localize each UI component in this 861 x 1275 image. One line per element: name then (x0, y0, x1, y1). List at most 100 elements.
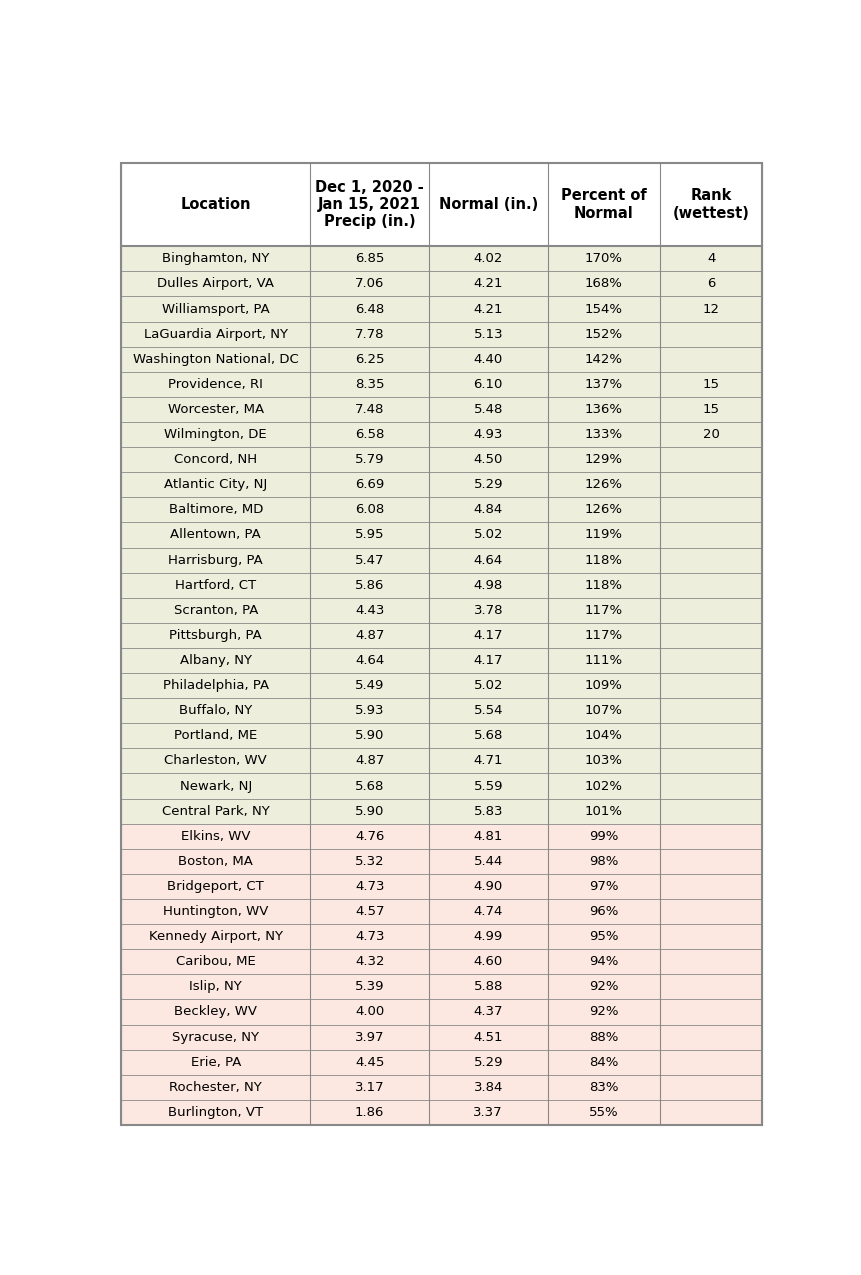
Text: Bridgeport, CT: Bridgeport, CT (167, 880, 263, 892)
Bar (659, 422, 761, 448)
Text: 5.88: 5.88 (473, 980, 502, 993)
Bar (659, 448, 761, 472)
Text: Philadelphia, PA: Philadelphia, PA (163, 680, 269, 692)
Text: 6.85: 6.85 (355, 252, 384, 265)
Bar (310, 924, 429, 949)
Bar (429, 347, 547, 372)
Text: Wilmington, DE: Wilmington, DE (164, 428, 267, 441)
Bar (310, 974, 429, 1000)
Bar (429, 372, 547, 397)
Text: Rochester, NY: Rochester, NY (169, 1081, 262, 1094)
Bar (429, 974, 547, 1000)
Text: Syracuse, NY: Syracuse, NY (172, 1030, 259, 1043)
Text: Burlington, VT: Burlington, VT (168, 1105, 263, 1119)
Bar (121, 798, 310, 824)
Text: 136%: 136% (584, 403, 622, 416)
Bar (310, 1075, 429, 1100)
Bar (121, 297, 310, 321)
Bar (121, 723, 310, 748)
Bar (121, 873, 310, 899)
Bar (310, 422, 429, 448)
Text: 168%: 168% (584, 278, 622, 291)
Bar (659, 246, 761, 272)
Bar (547, 949, 659, 974)
Bar (429, 321, 547, 347)
Bar (547, 397, 659, 422)
Text: 92%: 92% (588, 1006, 617, 1019)
Bar (429, 723, 547, 748)
Bar (659, 774, 761, 798)
Text: Dec 1, 2020 -
Jan 15, 2021
Precip (in.): Dec 1, 2020 - Jan 15, 2021 Precip (in.) (315, 180, 424, 230)
Text: 5.29: 5.29 (473, 478, 503, 491)
Text: 119%: 119% (584, 528, 622, 542)
Bar (121, 899, 310, 924)
Text: 4.87: 4.87 (355, 755, 384, 768)
Bar (659, 623, 761, 648)
Text: Kennedy Airport, NY: Kennedy Airport, NY (149, 931, 282, 944)
Text: 4.21: 4.21 (473, 302, 503, 315)
Text: 111%: 111% (584, 654, 622, 667)
Text: Providence, RI: Providence, RI (168, 377, 263, 391)
Text: Elkins, WV: Elkins, WV (181, 830, 251, 843)
Text: 83%: 83% (588, 1081, 617, 1094)
Text: 5.02: 5.02 (473, 680, 503, 692)
Text: Allentown, PA: Allentown, PA (170, 528, 261, 542)
Bar (121, 699, 310, 723)
Bar (121, 246, 310, 272)
Bar (310, 873, 429, 899)
Bar (659, 1100, 761, 1125)
Bar (121, 472, 310, 497)
Text: 4.51: 4.51 (473, 1030, 503, 1043)
Text: Worcester, MA: Worcester, MA (167, 403, 263, 416)
Bar (659, 472, 761, 497)
Text: 4.81: 4.81 (473, 830, 502, 843)
Bar (121, 1000, 310, 1025)
Text: Harrisburg, PA: Harrisburg, PA (168, 553, 263, 566)
Bar (310, 623, 429, 648)
Text: 3.78: 3.78 (473, 604, 503, 617)
Bar (429, 924, 547, 949)
Bar (121, 372, 310, 397)
Text: 7.78: 7.78 (355, 328, 384, 340)
Text: 4.64: 4.64 (355, 654, 384, 667)
Bar (659, 163, 761, 246)
Bar (429, 648, 547, 673)
Text: Islip, NY: Islip, NY (189, 980, 242, 993)
Bar (121, 824, 310, 849)
Bar (547, 899, 659, 924)
Text: Baltimore, MD: Baltimore, MD (168, 504, 263, 516)
Text: 5.90: 5.90 (355, 805, 384, 817)
Bar (659, 748, 761, 774)
Text: 6: 6 (706, 278, 715, 291)
Bar (659, 1000, 761, 1025)
Text: 5.32: 5.32 (355, 854, 384, 868)
Bar (429, 163, 547, 246)
Bar (547, 699, 659, 723)
Bar (429, 1075, 547, 1100)
Text: 3.37: 3.37 (473, 1105, 503, 1119)
Bar (310, 824, 429, 849)
Text: 154%: 154% (584, 302, 622, 315)
Text: 7.48: 7.48 (355, 403, 384, 416)
Bar (429, 472, 547, 497)
Bar (429, 246, 547, 272)
Text: 96%: 96% (588, 905, 617, 918)
Bar (310, 598, 429, 623)
Text: 4.45: 4.45 (355, 1056, 384, 1068)
Bar (121, 598, 310, 623)
Text: Washington National, DC: Washington National, DC (133, 353, 298, 366)
Bar (659, 1075, 761, 1100)
Bar (429, 497, 547, 523)
Bar (659, 673, 761, 699)
Text: 107%: 107% (584, 704, 622, 718)
Text: 6.10: 6.10 (473, 377, 502, 391)
Text: 4.73: 4.73 (355, 931, 384, 944)
Text: 6.08: 6.08 (355, 504, 384, 516)
Text: 5.68: 5.68 (355, 779, 384, 793)
Bar (121, 924, 310, 949)
Bar (547, 246, 659, 272)
Text: 55%: 55% (588, 1105, 618, 1119)
Text: 6.25: 6.25 (355, 353, 384, 366)
Text: 5.68: 5.68 (473, 729, 502, 742)
Bar (429, 547, 547, 572)
